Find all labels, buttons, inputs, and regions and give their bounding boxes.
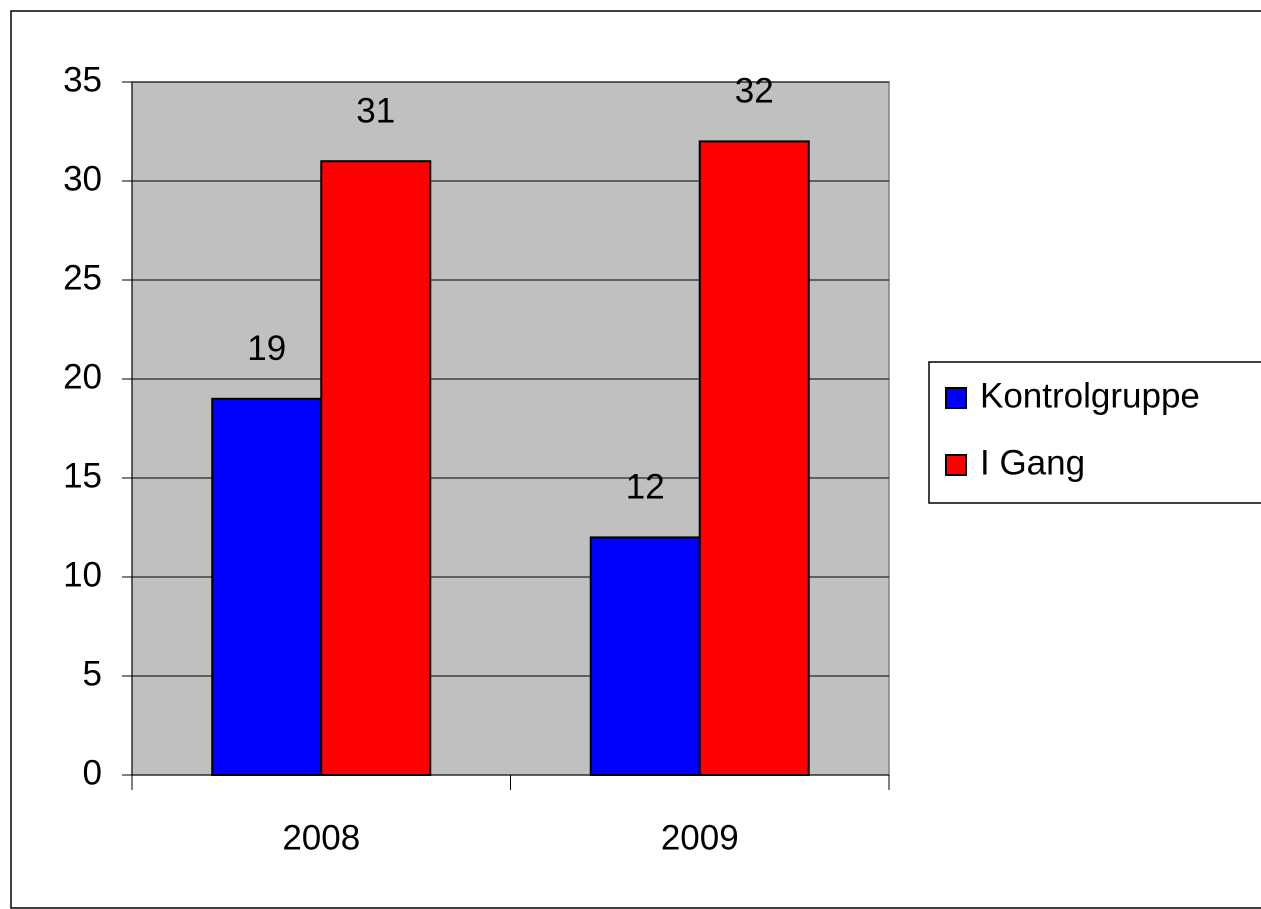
data-label: 31 bbox=[356, 91, 395, 130]
legend-label: I Gang bbox=[980, 443, 1085, 482]
y-tick-label: 0 bbox=[83, 753, 102, 792]
legend-box bbox=[928, 361, 1261, 504]
bar bbox=[211, 397, 323, 776]
data-label: 19 bbox=[247, 329, 286, 368]
y-tick-label: 35 bbox=[63, 60, 102, 99]
bar bbox=[589, 536, 701, 777]
y-tick-label: 5 bbox=[83, 654, 102, 693]
y-tick-label: 25 bbox=[63, 258, 102, 297]
x-tick-label: 2009 bbox=[661, 818, 739, 857]
legend-swatch bbox=[945, 387, 967, 409]
x-tick-label: 2008 bbox=[282, 818, 360, 857]
y-tick-label: 15 bbox=[63, 456, 102, 495]
legend-swatch bbox=[945, 454, 967, 476]
y-tick-label: 10 bbox=[63, 555, 102, 594]
bar bbox=[320, 160, 432, 776]
data-label: 12 bbox=[626, 468, 665, 507]
data-label: 32 bbox=[735, 72, 774, 111]
y-tick-label: 30 bbox=[63, 159, 102, 198]
legend-label: Kontrolgruppe bbox=[980, 376, 1200, 415]
bar bbox=[698, 140, 810, 776]
y-tick-label: 20 bbox=[63, 357, 102, 396]
